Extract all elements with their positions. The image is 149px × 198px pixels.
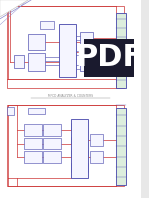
Bar — [80, 59, 93, 71]
Bar — [84, 39, 134, 77]
Bar — [116, 13, 126, 88]
Bar — [28, 53, 45, 71]
Bar — [116, 108, 126, 185]
Bar — [80, 46, 93, 57]
Bar — [28, 108, 45, 114]
Bar — [24, 138, 42, 149]
Bar — [59, 24, 76, 77]
Bar — [7, 105, 124, 186]
Bar — [39, 21, 54, 29]
Bar — [28, 34, 45, 50]
Bar — [90, 151, 103, 163]
Bar — [7, 107, 14, 115]
Bar — [43, 151, 61, 163]
Bar — [7, 6, 124, 88]
Text: MFCD ANALYZER & COUNTERS: MFCD ANALYZER & COUNTERS — [48, 94, 93, 98]
Bar — [14, 55, 24, 68]
Bar — [90, 134, 103, 146]
Bar — [43, 138, 61, 149]
Bar — [24, 124, 42, 136]
Text: PDF: PDF — [75, 43, 143, 72]
Bar — [71, 119, 87, 178]
Bar — [24, 151, 42, 163]
Bar — [43, 124, 61, 136]
Bar — [80, 32, 93, 44]
Polygon shape — [0, 0, 28, 17]
